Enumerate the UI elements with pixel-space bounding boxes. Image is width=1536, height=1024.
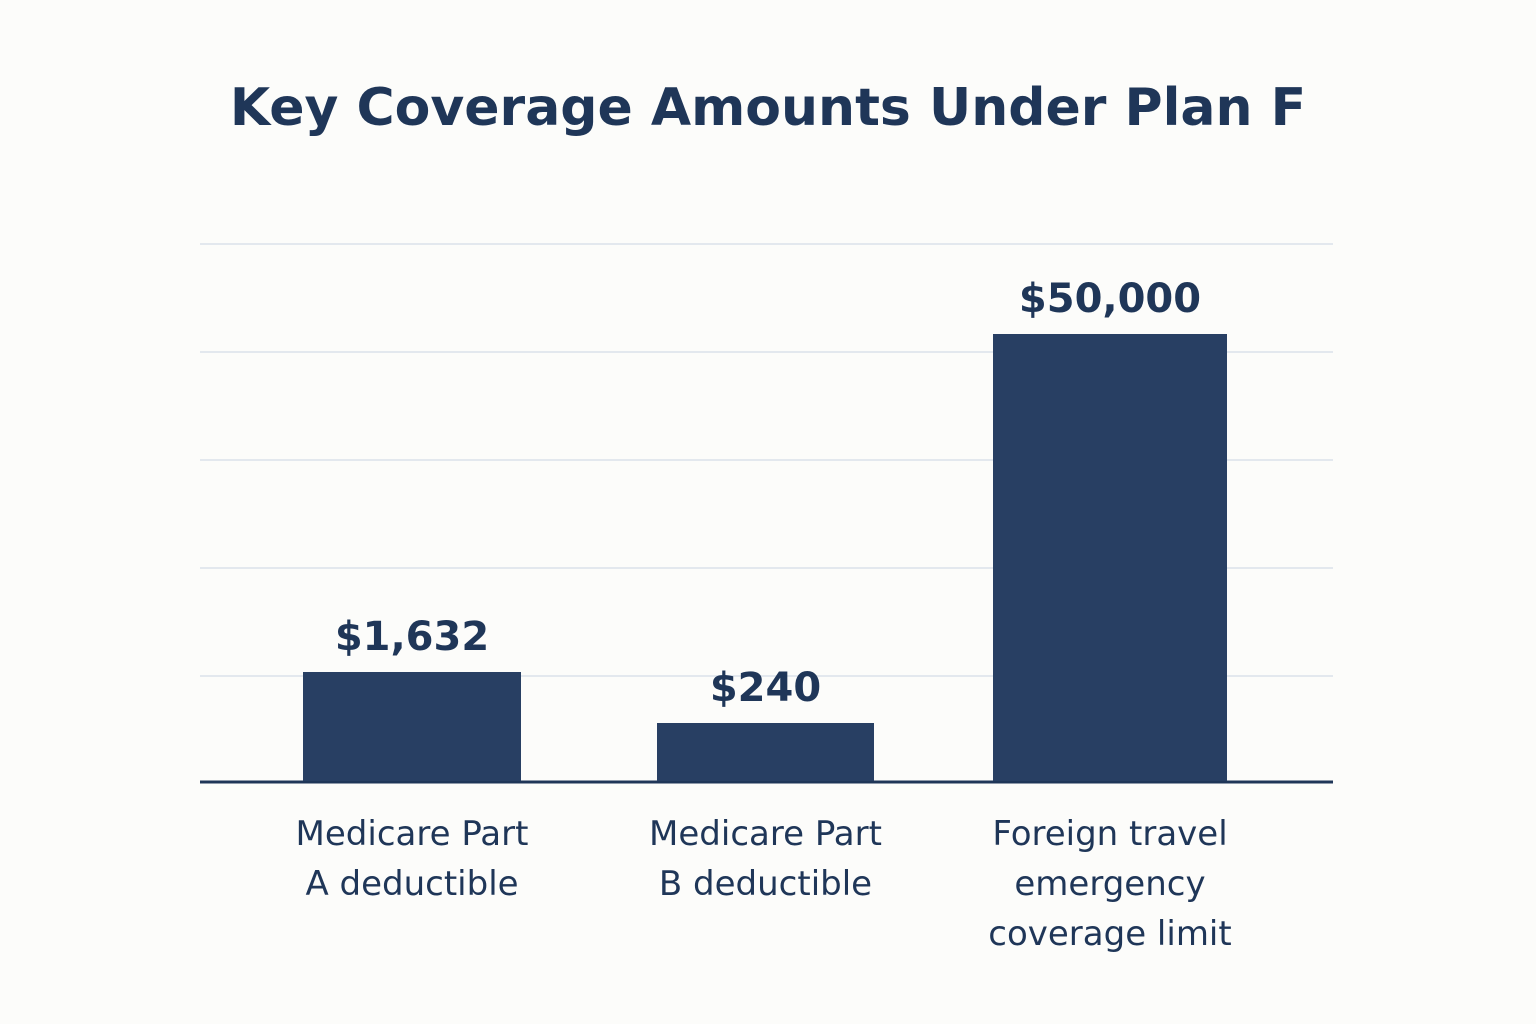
bar: [303, 672, 521, 781]
category-label: A deductible: [305, 864, 518, 904]
value-label: $50,000: [1019, 276, 1201, 322]
category-label: coverage limit: [988, 914, 1231, 954]
bar: [993, 334, 1227, 781]
category-label: Foreign travel: [992, 814, 1227, 854]
chart-title: Key Coverage Amounts Under Plan F: [229, 78, 1307, 138]
category-label: emergency: [1014, 864, 1205, 904]
bar: [657, 723, 874, 781]
category-label: B deductible: [659, 864, 872, 904]
value-label: $1,632: [335, 614, 489, 660]
category-label: Medicare Part: [296, 814, 529, 854]
value-label: $240: [710, 665, 821, 711]
category-label: Medicare Part: [649, 814, 882, 854]
